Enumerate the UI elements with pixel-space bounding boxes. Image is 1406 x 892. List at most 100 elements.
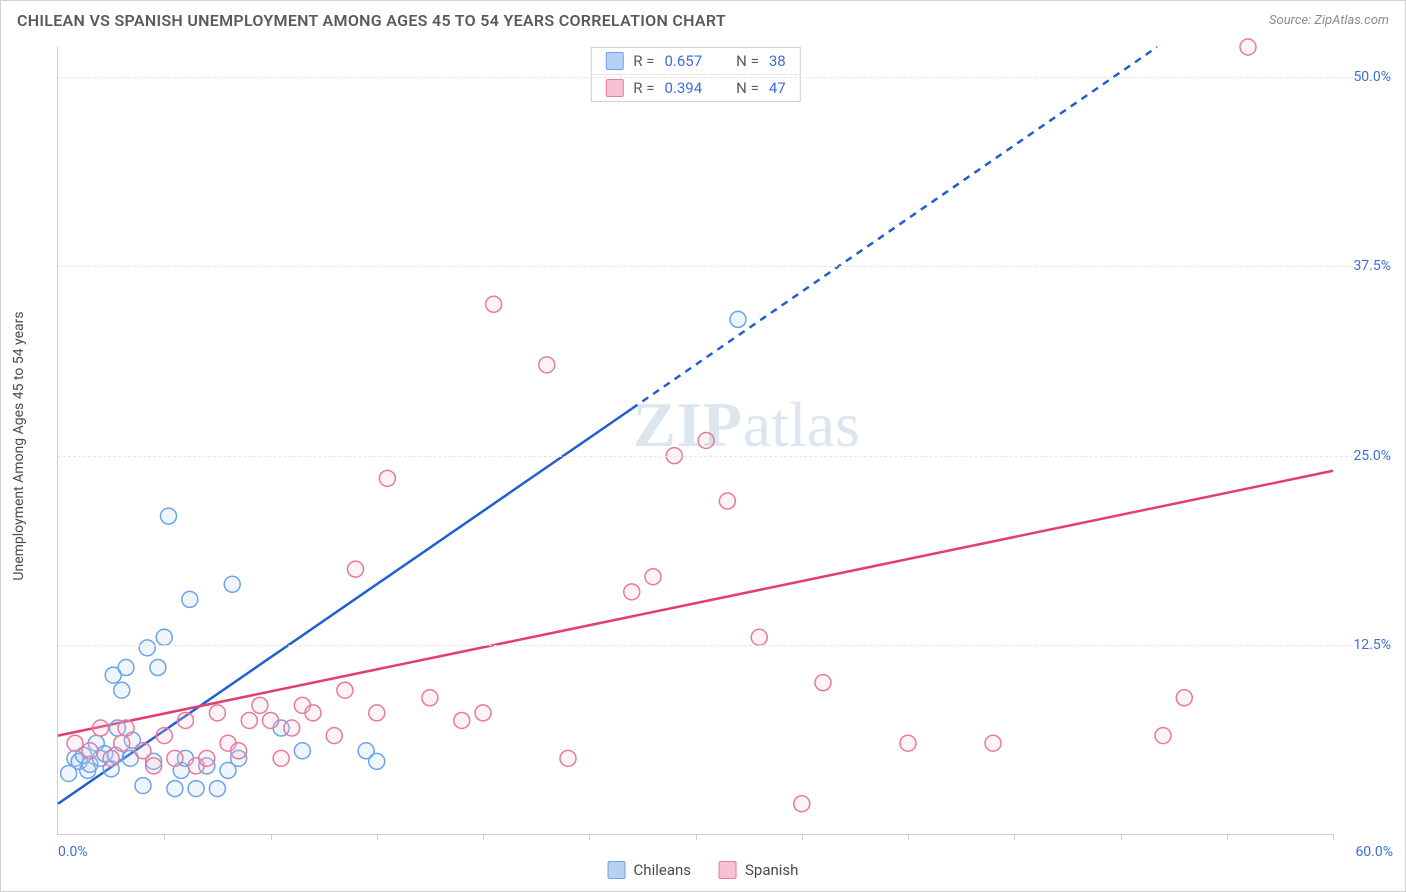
point-spanish: [1240, 39, 1256, 55]
point-chileans: [730, 311, 746, 327]
source-label: Source: ZipAtlas.com: [1269, 13, 1389, 28]
point-chileans: [118, 660, 134, 676]
gridline-h: [58, 77, 1393, 78]
point-spanish: [422, 690, 438, 706]
y-tick-label: 12.5%: [1353, 637, 1393, 653]
point-spanish: [305, 705, 321, 721]
point-spanish: [624, 584, 640, 600]
gridline-h: [58, 266, 1393, 267]
point-chileans: [224, 576, 240, 592]
point-chileans: [114, 682, 130, 698]
title-bar: CHILEAN VS SPANISH UNEMPLOYMENT AMONG AG…: [1, 1, 1405, 38]
x-tick: [164, 834, 165, 840]
swatch-spanish: [605, 79, 623, 97]
point-spanish: [241, 712, 257, 728]
point-chileans: [161, 508, 177, 524]
point-chileans: [294, 743, 310, 759]
point-chileans: [135, 778, 151, 794]
point-spanish: [698, 433, 714, 449]
n-value-chileans: 38: [769, 52, 786, 70]
point-spanish: [539, 357, 555, 373]
point-spanish: [900, 735, 916, 751]
point-spanish: [209, 705, 225, 721]
n-label: N =: [736, 52, 759, 70]
point-chileans: [188, 781, 204, 797]
point-chileans: [156, 629, 172, 645]
r-value-spanish: 0.394: [664, 79, 702, 97]
point-spanish: [751, 629, 767, 645]
x-axis-start-label: 0.0%: [58, 844, 88, 860]
point-spanish: [156, 728, 172, 744]
x-tick: [696, 834, 697, 840]
r-label: R =: [633, 52, 654, 70]
point-spanish: [199, 750, 215, 766]
legend-item-chileans: Chileans: [608, 861, 691, 879]
point-chileans: [209, 781, 225, 797]
stats-row-chileans: R = 0.657 N = 38: [591, 48, 799, 74]
point-spanish: [103, 750, 119, 766]
point-spanish: [93, 720, 109, 736]
x-tick: [1014, 834, 1015, 840]
point-chileans: [150, 660, 166, 676]
legend-swatch-spanish: [719, 861, 737, 879]
x-tick: [1121, 834, 1122, 840]
point-chileans: [369, 753, 385, 769]
point-spanish: [475, 705, 491, 721]
point-chileans: [167, 781, 183, 797]
point-spanish: [379, 470, 395, 486]
point-spanish: [146, 758, 162, 774]
point-spanish: [719, 493, 735, 509]
point-spanish: [231, 743, 247, 759]
point-spanish: [1176, 690, 1192, 706]
point-spanish: [348, 561, 364, 577]
legend: Chileans Spanish: [608, 861, 799, 879]
point-spanish: [486, 296, 502, 312]
legend-label-chileans: Chileans: [634, 861, 691, 879]
point-spanish: [454, 712, 470, 728]
y-tick-label: 50.0%: [1353, 69, 1393, 85]
point-spanish: [273, 750, 289, 766]
point-spanish: [985, 735, 1001, 751]
stats-box: R = 0.657 N = 38 R = 0.394 N = 47: [590, 47, 800, 102]
x-tick: [483, 834, 484, 840]
point-spanish: [815, 675, 831, 691]
x-tick: [908, 834, 909, 840]
gridline-h: [58, 645, 1393, 646]
x-tick: [1227, 834, 1228, 840]
x-tick: [1333, 834, 1334, 840]
r-value-chileans: 0.657: [664, 52, 702, 70]
x-axis-end-label: 60.0%: [1355, 844, 1393, 860]
point-chileans: [139, 640, 155, 656]
point-spanish: [82, 743, 98, 759]
trendline-spanish: [58, 471, 1333, 736]
r-label: R =: [633, 79, 654, 97]
n-value-spanish: 47: [769, 79, 786, 97]
x-tick: [802, 834, 803, 840]
point-spanish: [369, 705, 385, 721]
point-spanish: [135, 743, 151, 759]
point-spanish: [167, 750, 183, 766]
point-spanish: [178, 712, 194, 728]
n-label: N =: [736, 79, 759, 97]
swatch-chileans: [605, 52, 623, 70]
point-spanish: [263, 712, 279, 728]
point-spanish: [1155, 728, 1171, 744]
point-spanish: [118, 720, 134, 736]
point-spanish: [252, 697, 268, 713]
point-spanish: [560, 750, 576, 766]
point-spanish: [337, 682, 353, 698]
point-spanish: [67, 735, 83, 751]
point-spanish: [645, 569, 661, 585]
legend-swatch-chileans: [608, 861, 626, 879]
point-chileans: [182, 591, 198, 607]
chart-title: CHILEAN VS SPANISH UNEMPLOYMENT AMONG AG…: [17, 11, 726, 30]
chart-container: CHILEAN VS SPANISH UNEMPLOYMENT AMONG AG…: [0, 0, 1406, 892]
y-axis-title: Unemployment Among Ages 45 to 54 years: [11, 311, 27, 580]
point-spanish: [284, 720, 300, 736]
x-tick: [589, 834, 590, 840]
legend-item-spanish: Spanish: [719, 861, 798, 879]
gridline-h: [58, 456, 1393, 457]
legend-label-spanish: Spanish: [745, 861, 798, 879]
point-spanish: [326, 728, 342, 744]
x-tick: [377, 834, 378, 840]
